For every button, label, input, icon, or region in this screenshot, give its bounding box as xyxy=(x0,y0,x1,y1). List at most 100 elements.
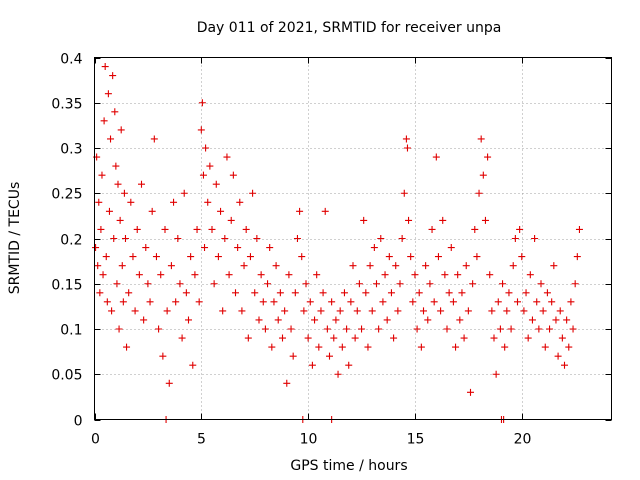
data-point xyxy=(336,307,344,315)
data-point xyxy=(189,361,197,369)
data-point xyxy=(113,280,121,288)
data-point xyxy=(507,325,515,333)
plot-frame xyxy=(94,57,612,420)
data-point xyxy=(172,298,180,306)
data-point xyxy=(225,271,233,279)
points-layer xyxy=(92,63,583,423)
data-point xyxy=(413,325,421,333)
data-point xyxy=(306,298,314,306)
data-point xyxy=(424,316,432,324)
data-point xyxy=(304,334,312,342)
data-point xyxy=(111,108,119,116)
y-tick-label: 0.05 xyxy=(51,368,82,384)
data-point xyxy=(206,162,214,170)
data-point xyxy=(407,253,415,261)
data-point xyxy=(375,325,383,333)
y-axis-title: SRMTID / TECUs xyxy=(7,182,23,295)
data-point xyxy=(381,271,389,279)
data-point xyxy=(379,298,387,306)
data-point xyxy=(392,262,400,270)
ticks-layer: 0 0.05 0.1 0.15 0.2 0.25 0.3 0.35 0.4 0 5 10 15 20 xyxy=(51,52,612,448)
grid-layer xyxy=(94,57,612,420)
data-point xyxy=(543,289,551,297)
data-point xyxy=(155,325,163,333)
data-point xyxy=(108,307,116,315)
data-point xyxy=(313,271,321,279)
data-point xyxy=(514,298,521,306)
data-point xyxy=(208,225,216,233)
data-point xyxy=(362,289,370,297)
data-point xyxy=(131,307,139,315)
data-point xyxy=(103,298,111,306)
data-point xyxy=(387,289,395,297)
data-point xyxy=(563,316,571,324)
data-point xyxy=(550,262,558,270)
data-point xyxy=(219,307,227,315)
data-point xyxy=(548,298,556,306)
data-point xyxy=(104,90,112,98)
data-point xyxy=(165,379,173,387)
y-tick-label: 0.25 xyxy=(51,187,82,203)
data-point xyxy=(426,280,434,288)
data-point xyxy=(249,189,257,197)
data-point xyxy=(347,298,355,306)
data-point xyxy=(109,72,117,80)
data-point xyxy=(210,280,218,288)
data-point xyxy=(377,235,385,242)
data-point xyxy=(255,316,263,324)
data-point xyxy=(257,271,265,279)
data-point xyxy=(420,307,427,315)
data-point xyxy=(494,298,502,306)
data-point xyxy=(520,307,528,315)
data-point xyxy=(99,271,107,279)
data-point xyxy=(473,253,481,261)
data-point xyxy=(197,126,205,134)
data-point xyxy=(159,352,167,360)
data-point xyxy=(227,216,235,224)
data-point xyxy=(152,253,160,261)
data-point xyxy=(174,235,182,242)
data-point xyxy=(319,289,327,297)
data-point xyxy=(246,253,254,261)
data-point xyxy=(100,117,108,125)
data-point xyxy=(326,352,333,360)
data-point xyxy=(405,216,413,224)
data-point xyxy=(571,280,579,288)
data-point xyxy=(116,216,124,224)
data-point xyxy=(430,298,438,306)
data-point xyxy=(321,207,329,215)
data-point xyxy=(229,171,237,179)
data-point xyxy=(195,298,203,306)
data-point xyxy=(242,225,250,233)
data-point xyxy=(163,307,171,315)
data-point xyxy=(349,262,357,270)
data-point xyxy=(443,325,451,333)
data-point xyxy=(98,171,106,179)
data-point xyxy=(302,280,310,288)
data-point xyxy=(496,325,504,333)
data-point xyxy=(558,334,566,342)
x-axis-title: GPS time / hours xyxy=(290,458,407,474)
data-point xyxy=(573,253,581,261)
data-point xyxy=(323,325,331,333)
data-point xyxy=(526,271,534,279)
data-point xyxy=(411,271,419,279)
data-point xyxy=(398,235,406,242)
y-tick-label: 0.35 xyxy=(51,97,82,113)
data-point xyxy=(561,361,568,369)
data-point xyxy=(217,207,225,215)
data-point xyxy=(191,271,199,279)
data-point xyxy=(518,253,526,261)
data-point xyxy=(481,216,489,224)
data-point xyxy=(198,99,206,107)
data-point xyxy=(364,343,372,351)
data-point xyxy=(193,225,201,233)
data-point xyxy=(471,225,479,233)
data-point xyxy=(119,298,127,306)
data-point xyxy=(187,253,195,261)
data-point xyxy=(121,235,129,242)
data-point xyxy=(223,153,231,161)
data-point xyxy=(546,325,554,333)
